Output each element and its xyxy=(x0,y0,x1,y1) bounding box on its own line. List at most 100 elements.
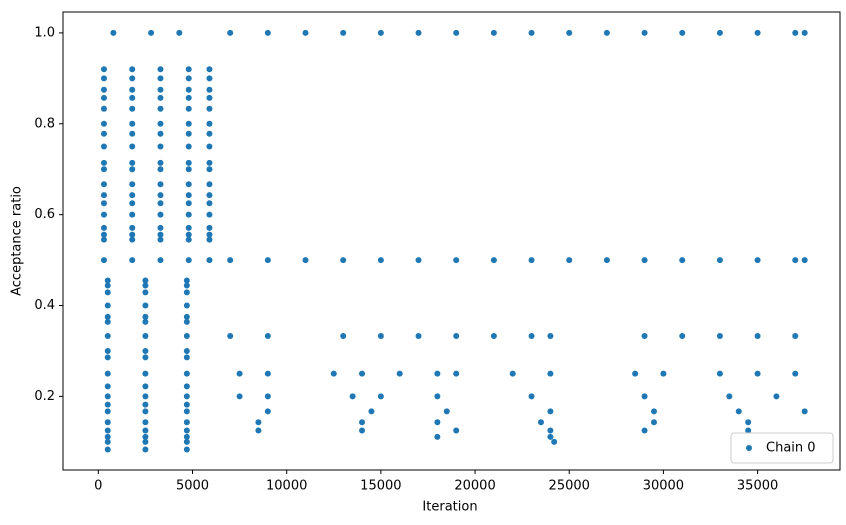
y-tick-label: 0.2 xyxy=(34,389,55,404)
point xyxy=(142,313,149,320)
point xyxy=(206,224,213,231)
point xyxy=(537,419,544,426)
point xyxy=(142,282,149,289)
point xyxy=(660,370,667,377)
point xyxy=(801,408,808,415)
point xyxy=(129,231,136,238)
point xyxy=(100,200,107,207)
y-axis-label: Acceptance ratio xyxy=(10,186,25,296)
point xyxy=(185,143,192,150)
point xyxy=(264,257,271,264)
point xyxy=(443,408,450,415)
point xyxy=(183,419,190,426)
point xyxy=(100,75,107,82)
point xyxy=(157,181,164,188)
point xyxy=(129,224,136,231)
point xyxy=(185,66,192,73)
point xyxy=(264,29,271,36)
x-tick-label: 25000 xyxy=(549,479,590,494)
point xyxy=(340,257,347,264)
point xyxy=(528,257,535,264)
point xyxy=(264,332,271,339)
point xyxy=(434,419,441,426)
point xyxy=(183,313,190,320)
point xyxy=(547,332,554,339)
point xyxy=(792,332,799,339)
point xyxy=(754,257,761,264)
point xyxy=(142,438,149,445)
point xyxy=(679,29,686,36)
point xyxy=(185,192,192,199)
point xyxy=(142,383,149,390)
point xyxy=(255,419,262,426)
point xyxy=(183,354,190,361)
point xyxy=(183,446,190,453)
point xyxy=(206,159,213,166)
point xyxy=(183,383,190,390)
point xyxy=(359,370,366,377)
point xyxy=(183,438,190,445)
x-tick-label: 30000 xyxy=(643,479,684,494)
point xyxy=(100,120,107,127)
point xyxy=(104,433,111,440)
point xyxy=(264,393,271,400)
point xyxy=(330,370,337,377)
point xyxy=(129,159,136,166)
point xyxy=(453,427,460,434)
point xyxy=(415,29,422,36)
point xyxy=(185,130,192,137)
point xyxy=(206,231,213,238)
point xyxy=(100,211,107,218)
point xyxy=(157,86,164,93)
point xyxy=(129,94,136,101)
point xyxy=(726,393,733,400)
x-axis-label: Iteration xyxy=(422,500,477,515)
point xyxy=(415,257,422,264)
point xyxy=(754,370,761,377)
point xyxy=(377,29,384,36)
point xyxy=(157,211,164,218)
point xyxy=(142,332,149,339)
point xyxy=(104,354,111,361)
point xyxy=(129,120,136,127)
point xyxy=(104,277,111,284)
point xyxy=(453,257,460,264)
point xyxy=(206,200,213,207)
point xyxy=(129,75,136,82)
point xyxy=(302,257,309,264)
point xyxy=(185,236,192,243)
point xyxy=(185,231,192,238)
legend-box xyxy=(730,432,834,464)
point xyxy=(453,29,460,36)
point xyxy=(104,289,111,296)
point xyxy=(183,393,190,400)
point xyxy=(104,393,111,400)
point xyxy=(185,86,192,93)
point xyxy=(716,29,723,36)
point xyxy=(129,166,136,173)
point xyxy=(359,419,366,426)
point xyxy=(183,433,190,440)
point xyxy=(142,347,149,354)
point xyxy=(157,143,164,150)
point xyxy=(650,419,657,426)
point xyxy=(183,318,190,325)
point xyxy=(206,75,213,82)
point xyxy=(754,29,761,36)
point xyxy=(183,332,190,339)
point xyxy=(650,408,657,415)
point xyxy=(100,166,107,173)
point xyxy=(206,86,213,93)
point xyxy=(773,393,780,400)
point xyxy=(104,282,111,289)
point xyxy=(142,446,149,453)
point xyxy=(547,370,554,377)
point xyxy=(735,408,742,415)
point xyxy=(157,236,164,243)
point xyxy=(434,370,441,377)
point xyxy=(227,29,234,36)
point xyxy=(792,370,799,377)
x-tick-label: 10000 xyxy=(266,479,307,494)
point xyxy=(185,166,192,173)
